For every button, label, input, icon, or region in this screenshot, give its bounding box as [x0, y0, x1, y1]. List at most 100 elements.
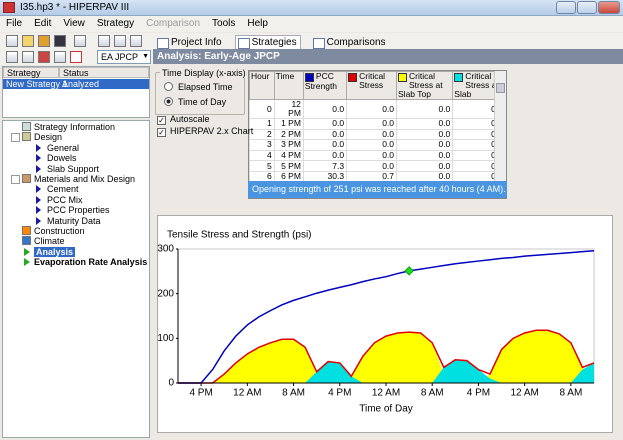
x-tick-label: 12 AM — [233, 388, 261, 399]
tree-node[interactable]: Cement — [47, 184, 79, 195]
tree-node[interactable]: Design — [34, 132, 63, 143]
tool-save[interactable] — [54, 35, 66, 47]
column-header: PCC Strength — [302, 71, 348, 100]
tool-c[interactable] — [38, 51, 50, 63]
tree-icon — [22, 132, 31, 142]
radio-option[interactable]: Time of Day — [164, 97, 226, 107]
list-cell: New Strategy 1 — [6, 79, 68, 89]
list-row[interactable]: New Strategy 1 Analyzed — [3, 79, 149, 89]
toolbar: Project Info Strategies Comparisons — [0, 33, 623, 50]
checkbox: ✓ — [157, 128, 166, 137]
column-header: Status — [59, 67, 149, 78]
table-cell: 0.0 — [346, 160, 398, 172]
x-tick-label: 4 PM — [328, 388, 351, 399]
menu-bar: File Edit View Strategy Comparison Tools Help — [0, 16, 623, 32]
tree-icon — [36, 185, 41, 194]
tree-icon — [36, 154, 41, 163]
table-cell: 0.0 — [396, 118, 454, 130]
column-title: Hour — [251, 71, 270, 81]
table-cell: 2 PM — [273, 128, 304, 141]
tool-paste[interactable] — [130, 35, 142, 47]
table-cell: 0.0 — [302, 99, 348, 119]
tree-node[interactable]: PCC Properties — [47, 205, 110, 216]
checkbox-option[interactable]: ✓ Autoscale — [157, 114, 210, 125]
menu-item[interactable]: Comparison — [146, 18, 201, 29]
table-cell: 1 PM — [273, 118, 304, 130]
status-message: Opening strength of 251 psi was reached … — [248, 181, 507, 198]
tree-node[interactable]: Dowels — [47, 153, 77, 164]
table-cell: 0 — [249, 99, 275, 119]
tree-icon — [24, 258, 30, 267]
table-cell: 0.0 — [396, 160, 454, 172]
radio — [164, 82, 173, 91]
tree-node[interactable]: PCC Mix — [47, 194, 83, 205]
menu-item[interactable]: View — [63, 18, 85, 29]
tab[interactable]: Project Info — [155, 36, 225, 49]
tree-node[interactable]: Evaporation Rate Analysis — [34, 257, 148, 268]
tabs: Project Info Strategies Comparisons — [155, 35, 399, 50]
tree-icon — [36, 143, 41, 152]
tree-node[interactable]: Materials and Mix Design — [34, 174, 136, 184]
tree-node[interactable]: Maturity Data — [47, 215, 101, 226]
table-cell: 0.0 — [346, 128, 398, 141]
radio-option[interactable]: Elapsed Time — [164, 82, 233, 92]
menu-item[interactable]: File — [6, 18, 23, 29]
tool-print[interactable] — [74, 35, 86, 47]
tab[interactable]: Strategies — [234, 35, 301, 50]
x-tick-label: 12 AM — [510, 388, 538, 399]
tree-node[interactable]: General — [47, 142, 80, 153]
tab[interactable]: Comparisons — [311, 36, 389, 49]
menu-item[interactable]: Tools — [212, 18, 236, 29]
tool-a[interactable] — [6, 51, 18, 63]
tree-node[interactable]: Construction — [34, 226, 85, 236]
table-cell: 4 PM — [273, 149, 304, 162]
menu-item[interactable]: Help — [247, 18, 268, 29]
tree-node[interactable]: Strategy Information — [34, 122, 116, 132]
minimize-button[interactable] — [556, 1, 576, 14]
menu-item[interactable]: Edit — [34, 18, 52, 29]
table-cell: 5 — [249, 160, 275, 172]
tool-e[interactable] — [70, 51, 82, 63]
x-tick-label: 8 AM — [282, 388, 305, 399]
x-tick-label: 4 PM — [189, 388, 212, 399]
tool-copy[interactable] — [98, 35, 110, 47]
tool-cut[interactable] — [114, 35, 126, 47]
tree-node[interactable]: Slab Support — [47, 163, 100, 174]
table-cell: 0.0 — [302, 128, 348, 141]
header-row: Hour Time PCC Strength Critical Stress Criti… — [249, 71, 506, 100]
tree-node[interactable]: Climate — [34, 236, 65, 247]
tool-new[interactable] — [6, 35, 18, 47]
window-title: I35.hp3 * - HIPERPAV III — [20, 2, 130, 13]
strategy-select[interactable]: EA JPCP — [97, 50, 151, 64]
table-cell: 0.0 — [302, 118, 348, 130]
table-cell: 0.0 — [396, 99, 454, 119]
column-header: Critical Stress — [346, 71, 398, 100]
tree-node[interactable]: Analysis — [34, 246, 76, 257]
expander[interactable] — [11, 175, 20, 184]
area — [178, 330, 594, 383]
marker — [404, 266, 414, 276]
tool-b[interactable] — [22, 51, 34, 63]
tool-open[interactable] — [22, 35, 34, 47]
close-button[interactable] — [598, 1, 620, 14]
table-cell: 0.0 — [346, 118, 398, 130]
menu-item[interactable]: Strategy — [96, 18, 135, 29]
x-tick-label: 8 AM — [421, 388, 444, 399]
expander[interactable] — [11, 133, 20, 143]
tool-d[interactable] — [54, 51, 66, 63]
table-cell: 0.0 — [346, 139, 398, 151]
checkbox-option[interactable]: ✓ HIPERPAV 2.x Chart — [157, 126, 253, 137]
maximize-button[interactable] — [577, 1, 597, 14]
radio-label: Time of Day — [178, 97, 227, 107]
group-title: Time Display (x-axis) — [160, 68, 248, 78]
table-row: 44 PM0.00.00.00.0 — [249, 149, 506, 162]
line — [178, 250, 595, 384]
checkbox-label: HIPERPAV 2.x Chart — [170, 126, 254, 136]
tool-folder[interactable] — [38, 35, 50, 47]
column-title: Time — [275, 71, 295, 81]
radio — [164, 97, 173, 106]
column-header: Hour — [249, 71, 275, 100]
tree-icon — [36, 216, 41, 225]
tree-icon — [22, 122, 31, 131]
